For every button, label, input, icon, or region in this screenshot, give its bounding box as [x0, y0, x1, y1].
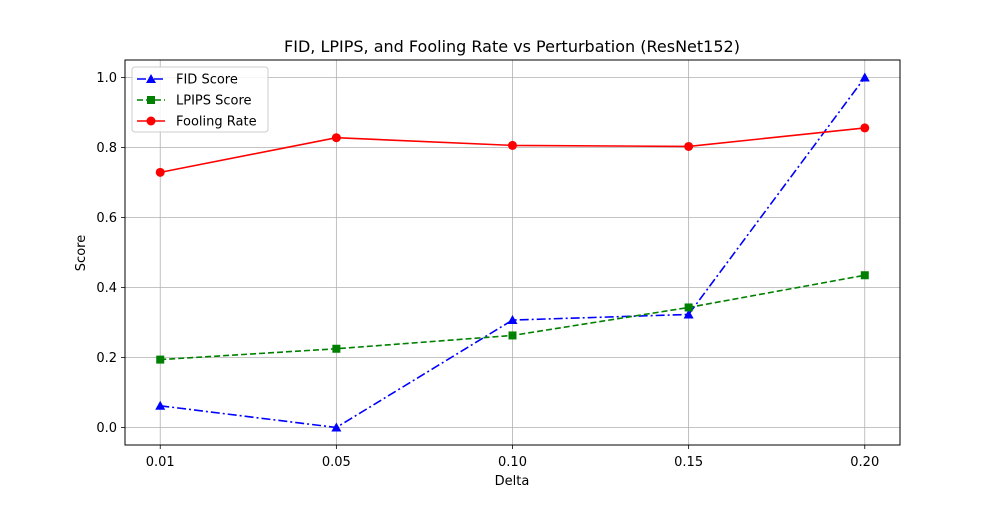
legend-label-fooling-rate: Fooling Rate	[176, 115, 257, 130]
y-tick-label: 0.8	[96, 141, 117, 156]
x-tick-label: 0.05	[322, 455, 351, 470]
axis-ticks: 0.01 0.05 0.10 0.15 0.20 0.0 0.2 0.4 0.6 0.8 1.0	[96, 71, 879, 470]
data-point-fid-score	[683, 309, 694, 319]
series-layer	[155, 72, 870, 432]
legend-box	[131, 66, 269, 133]
x-tick-label: 0.10	[498, 455, 527, 470]
data-point-fid-score	[155, 400, 166, 410]
series-line-fid-score	[160, 77, 866, 429]
legend-marker-fid-score	[146, 74, 156, 83]
series-lpips-score	[156, 271, 869, 364]
data-point-lpips-score	[684, 303, 693, 312]
data-point-lpips-score	[860, 271, 869, 280]
data-point-fooling-rate	[684, 141, 694, 151]
legend-marker-fooling-rate	[146, 116, 156, 126]
data-point-lpips-score	[156, 355, 165, 364]
series-fid-score	[155, 72, 870, 432]
series-fooling-rate	[155, 123, 870, 177]
y-tick-label: 0.6	[96, 211, 117, 226]
data-point-fid-score	[331, 422, 342, 432]
x-tick-label: 0.01	[146, 455, 175, 470]
chart-title: FID, LPIPS, and Fooling Rate vs Perturba…	[284, 37, 740, 56]
x-tick-label: 0.15	[674, 455, 703, 470]
y-tick-label: 0.2	[96, 351, 117, 366]
data-point-fooling-rate	[508, 140, 517, 150]
data-point-fid-score	[859, 72, 870, 82]
y-tick-label: 0.4	[96, 281, 117, 296]
data-point-lpips-score	[332, 344, 341, 353]
legend-marker-lpips-score	[147, 96, 155, 104]
legend-label-fid-score: FID Score	[176, 73, 238, 88]
data-point-fid-score	[507, 315, 518, 325]
x-tick-label: 0.20	[850, 455, 879, 470]
y-tick-label: 0.0	[96, 421, 117, 436]
data-point-fooling-rate	[331, 133, 341, 143]
y-axis-label: Score	[74, 235, 89, 271]
y-tick-label: 1.0	[96, 71, 117, 86]
data-point-fooling-rate	[155, 167, 165, 177]
x-axis-label: Delta	[495, 474, 530, 489]
data-point-lpips-score	[508, 331, 517, 340]
legend: FID Score LPIPS Score Fooling Rate	[131, 66, 269, 133]
data-point-fooling-rate	[860, 123, 870, 133]
legend-label-lpips-score: LPIPS Score	[176, 94, 252, 109]
